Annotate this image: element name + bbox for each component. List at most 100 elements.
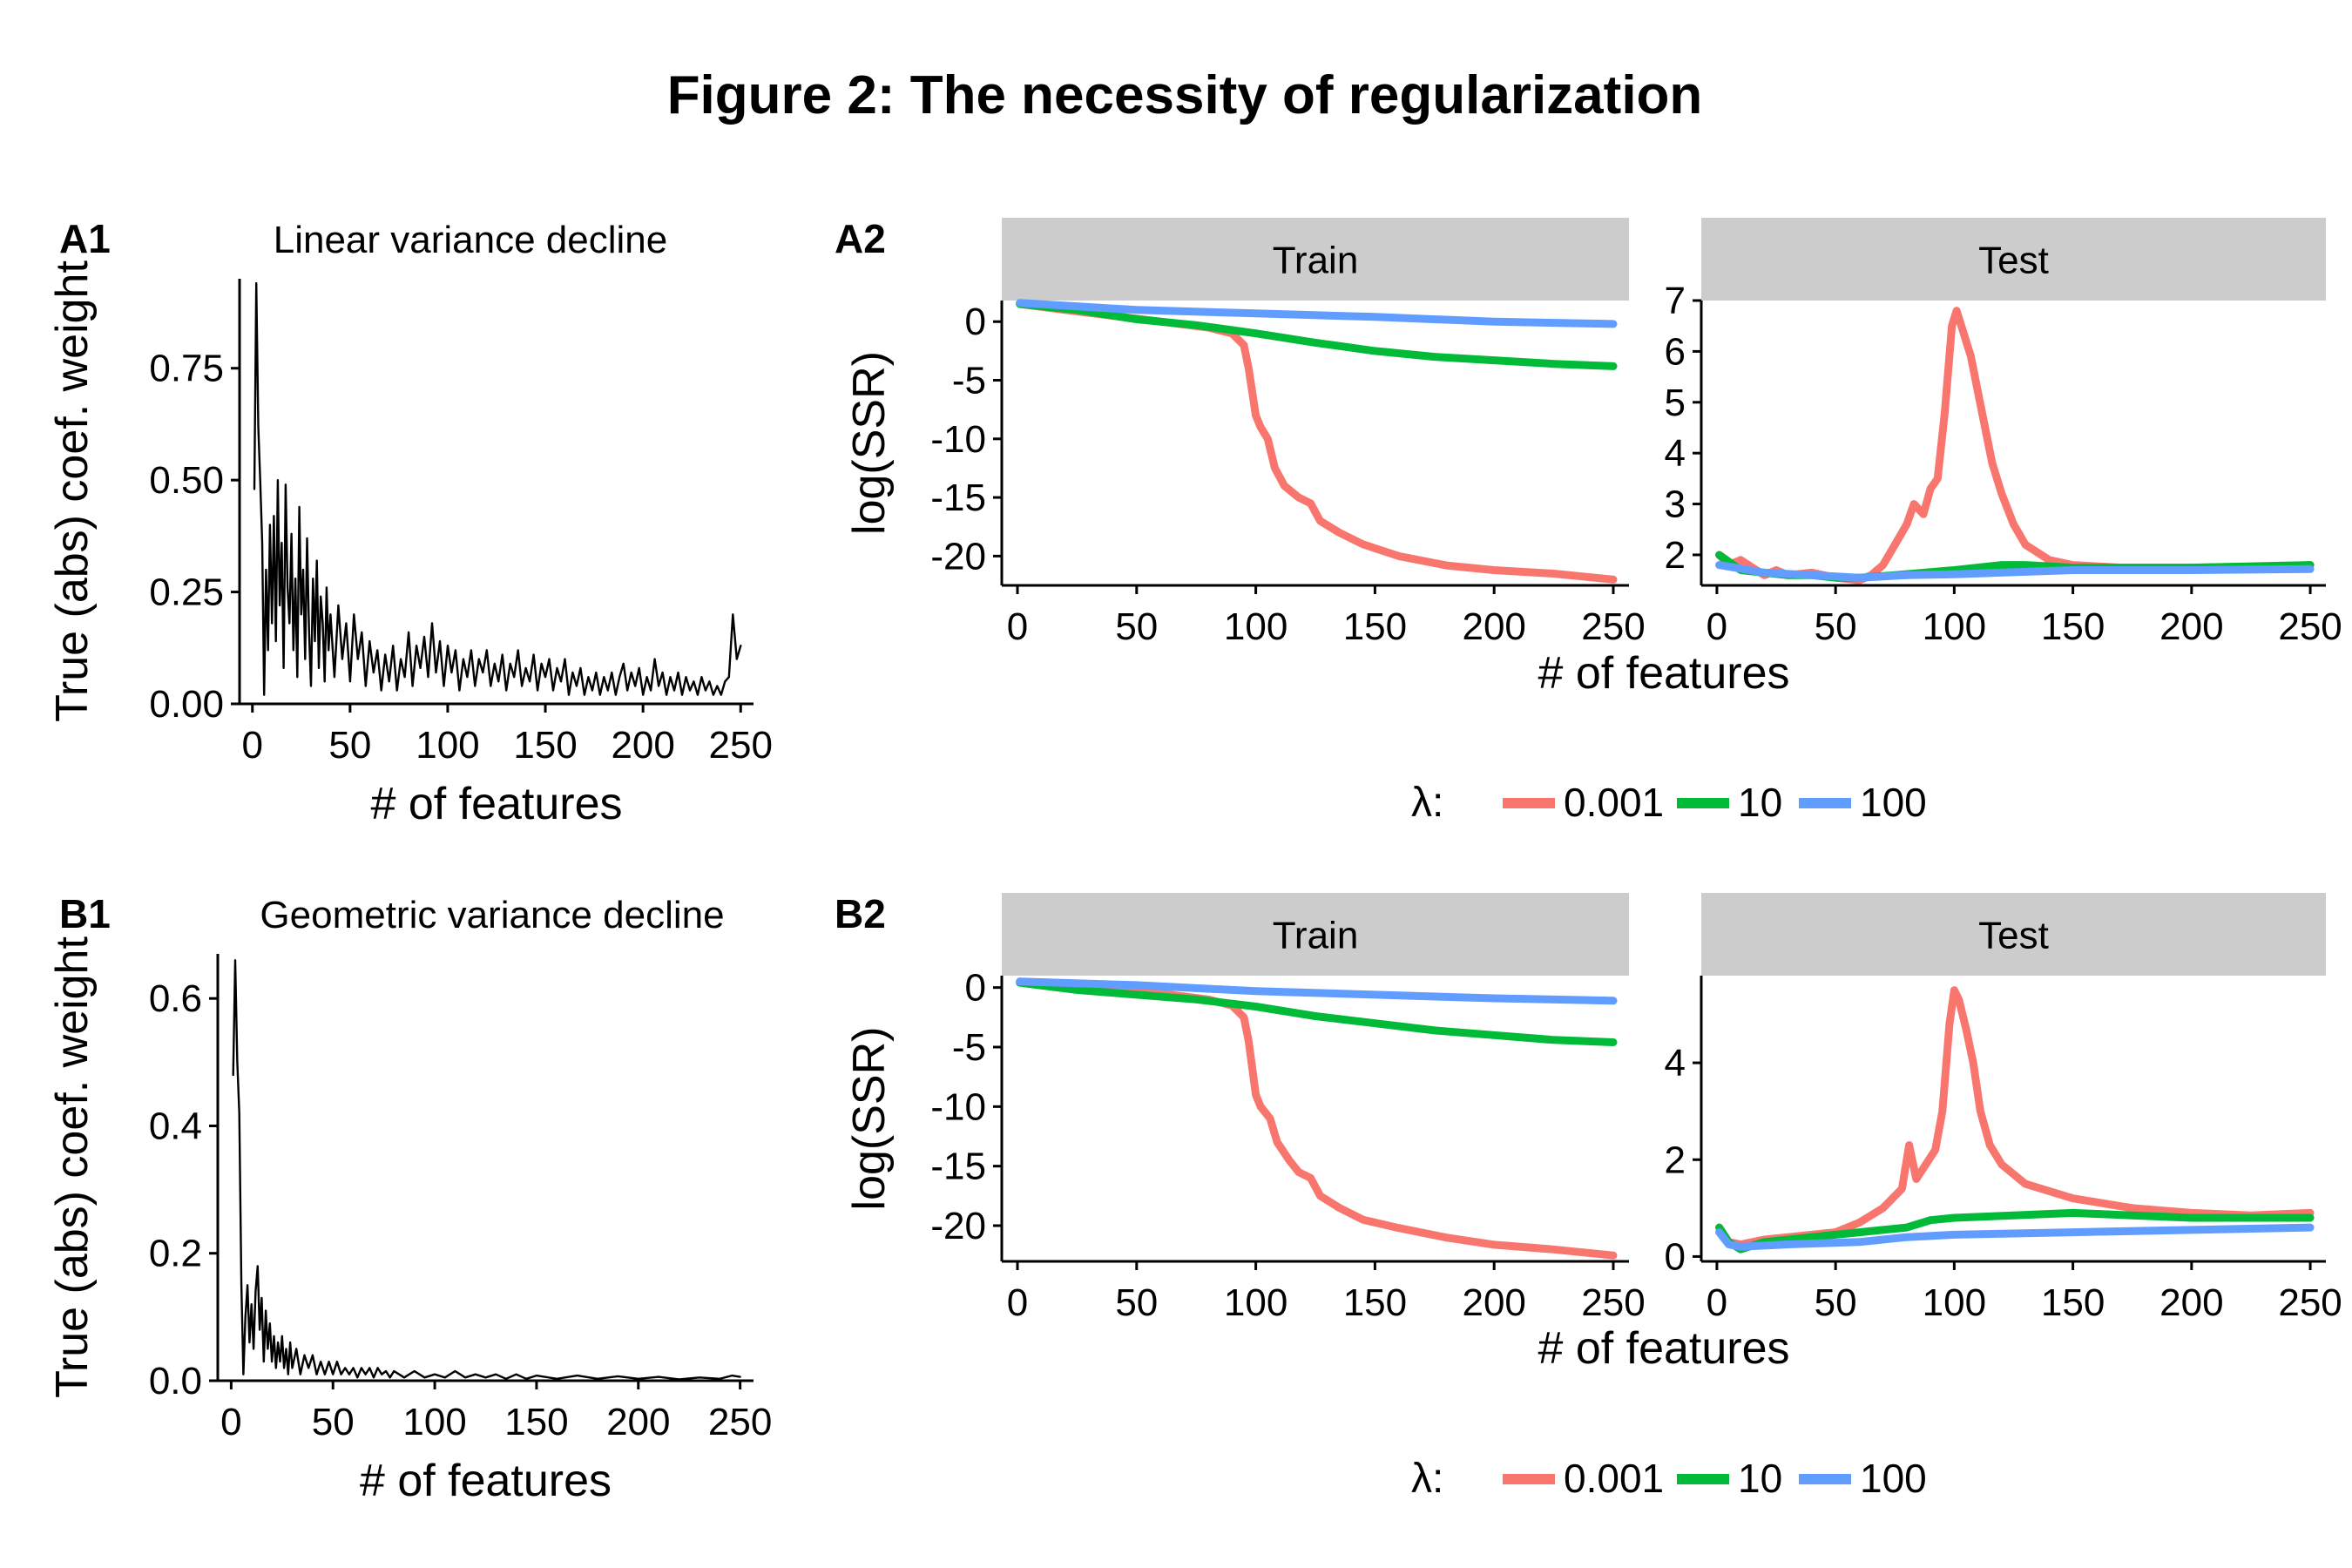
series-line-100 — [1016, 299, 1618, 328]
x-tick-label: 0 — [1707, 1281, 1727, 1324]
panel-B1: B1 Geometric variance decline 0 50 100 150 200… — [47, 891, 772, 1506]
series-line-100 — [1715, 561, 2315, 582]
x-tick-label: 200 — [606, 1401, 670, 1443]
y-tick-label: -10 — [930, 1085, 986, 1128]
x-tick-label: 0 — [242, 724, 263, 767]
series-line-0.001 — [1715, 307, 2315, 585]
y-axis-label: True (abs) coef. weight — [47, 936, 98, 1398]
x-axis-label: # of features — [360, 1456, 612, 1506]
x-tick-label: 250 — [1581, 1281, 1645, 1324]
y-tick-label: 0.25 — [149, 571, 224, 614]
y-tick-label: 0.0 — [149, 1360, 202, 1402]
x-tick-label: 250 — [709, 724, 773, 767]
facet-label: Test — [1978, 240, 2049, 282]
y-tick-label: 0 — [965, 967, 986, 1010]
y-tick-label: -5 — [952, 1026, 986, 1069]
figure-title: Figure 2: The necessity of regularizatio… — [667, 65, 1703, 125]
x-tick-label: 150 — [1343, 605, 1407, 648]
panel-title: Linear variance decline — [274, 219, 668, 261]
y-tick-label: 0.6 — [149, 977, 202, 1020]
x-tick-label: 100 — [416, 724, 479, 767]
y-tick-label: 2 — [1665, 1139, 1686, 1181]
panel-A1: A1 Linear variance decline 0 50 100 150 200 250… — [47, 216, 773, 829]
x-tick-label: 200 — [2159, 605, 2223, 648]
y-tick-label: 2 — [1665, 534, 1686, 577]
facet-strip — [1701, 218, 2326, 301]
x-tick-label: 50 — [1115, 605, 1158, 648]
legend-b: λ: 0.001 10 100 — [1411, 1456, 1927, 1502]
y-axis-label: log(SSR) — [844, 1027, 895, 1211]
legend-label-10: 10 — [1738, 780, 1782, 825]
series-line-0.001 — [1016, 977, 1618, 1260]
x-tick-label: 150 — [1343, 1281, 1407, 1324]
y-tick-label: 7 — [1665, 280, 1686, 322]
series-line-10 — [1016, 978, 1618, 1046]
panel-tag: B1 — [59, 891, 111, 936]
x-tick-label: 150 — [2041, 1281, 2105, 1324]
y-tick-label: -10 — [930, 418, 986, 461]
y-tick-label: 0.75 — [149, 348, 224, 390]
x-tick-label: 150 — [504, 1401, 568, 1443]
legend-title: λ: — [1411, 1456, 1443, 1502]
x-tick-label: 150 — [513, 724, 577, 767]
x-tick-label: 50 — [1815, 1281, 1857, 1324]
y-tick-label: 6 — [1665, 330, 1686, 373]
facet-label: Train — [1273, 915, 1359, 957]
y-tick-label: -15 — [930, 1146, 986, 1188]
facet-strip — [1002, 893, 1629, 976]
panel-A2-test: Test 0 50 100 150 200 250 2 3 4 5 6 7 — [1665, 218, 2342, 648]
x-tick-label: 100 — [1224, 605, 1288, 648]
facet-strip — [1002, 218, 1629, 301]
y-tick-label: 0.2 — [149, 1233, 202, 1275]
x-tick-label: 200 — [2159, 1281, 2223, 1324]
x-tick-label: 100 — [402, 1401, 466, 1443]
y-axis-label: log(SSR) — [844, 351, 895, 535]
x-tick-label: 0 — [1007, 1281, 1028, 1324]
x-tick-label: 150 — [2041, 605, 2105, 648]
panel-tag: A2 — [835, 216, 886, 261]
x-axis-label: # of features — [1538, 648, 1789, 699]
legend-a: λ: 0.001 10 100 — [1411, 780, 1927, 826]
panel-title: Geometric variance decline — [260, 894, 724, 936]
x-tick-label: 100 — [1923, 1281, 1986, 1324]
y-axis-label: True (abs) coef. weight — [47, 260, 98, 722]
x-tick-label: 50 — [1815, 605, 1857, 648]
x-tick-label: 50 — [312, 1401, 355, 1443]
x-tick-label: 50 — [328, 724, 371, 767]
panel-B2-test: Test 0 50 100 150 200 250 0 2 4 — [1665, 893, 2342, 1324]
y-tick-label: 0 — [965, 301, 986, 343]
x-tick-label: 0 — [1707, 605, 1727, 648]
facet-label: Test — [1978, 915, 2049, 957]
series-line-100 — [1016, 977, 1618, 1005]
x-tick-label: 250 — [2278, 1281, 2342, 1324]
x-tick-label: 250 — [2278, 605, 2342, 648]
x-tick-label: 250 — [1581, 605, 1645, 648]
x-tick-label: 250 — [708, 1401, 772, 1443]
legend-label-100: 100 — [1860, 1456, 1927, 1501]
x-tick-label: 200 — [1462, 605, 1525, 648]
series-line-10 — [1016, 300, 1618, 370]
facet-strip — [1701, 893, 2326, 976]
series-line-weights — [253, 281, 742, 696]
legend-label-0001: 0.001 — [1564, 1456, 1664, 1501]
panel-tag: A1 — [59, 216, 111, 261]
y-tick-label: 4 — [1665, 1042, 1686, 1085]
x-axis-label: # of features — [1538, 1323, 1789, 1374]
x-tick-label: 200 — [1462, 1281, 1525, 1324]
y-tick-label: 0.00 — [149, 683, 224, 726]
y-tick-label: 4 — [1665, 432, 1686, 475]
x-axis-label: # of features — [370, 779, 622, 829]
x-tick-label: 200 — [611, 724, 674, 767]
y-tick-label: 0.4 — [149, 1105, 202, 1147]
y-tick-label: -5 — [952, 360, 986, 402]
legend-label-0001: 0.001 — [1564, 780, 1664, 825]
series-line-0.001 — [1715, 986, 2315, 1248]
series-line-100 — [1715, 1223, 2315, 1251]
panel-tag: B2 — [835, 891, 886, 936]
x-tick-label: 100 — [1224, 1281, 1288, 1324]
y-tick-label: 5 — [1665, 382, 1686, 424]
